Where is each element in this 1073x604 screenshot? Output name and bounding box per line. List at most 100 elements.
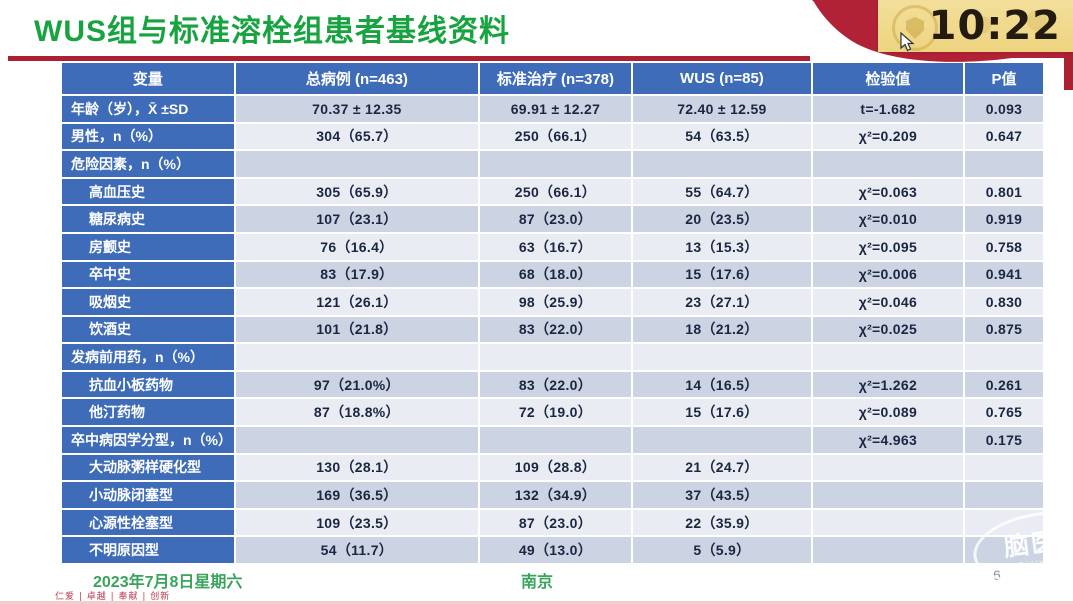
data-cell: [812, 509, 963, 536]
footer-motto: 仁爱 | 卓越 | 奉献 | 创新: [55, 592, 171, 602]
row-label-cell: 发病前用药，n（%）: [62, 344, 234, 370]
row-label-cell: 年龄（岁），X̄ ±SD: [62, 96, 234, 122]
table-row: 吸烟史 121（26.1） 98（25.9） 23（27.1） χ²=0.046 0.83…: [62, 289, 1043, 315]
table-row: 高血压史 305（65.9） 250（66.1） 55（64.7） χ²=0.063 0.…: [62, 178, 1043, 205]
data-cell: 87（23.0）: [479, 206, 632, 232]
data-cell: χ²=1.262: [812, 371, 963, 398]
data-cell: 169（36.5）: [235, 482, 478, 508]
data-cell: 76（16.4）: [235, 233, 478, 260]
data-cell: t=-1.682: [812, 96, 963, 122]
row-label-cell: 吸烟史: [62, 289, 234, 315]
data-cell: 5（5.9）: [633, 537, 811, 563]
data-cell: [479, 344, 632, 370]
data-cell: 87（18.8%）: [235, 399, 478, 426]
data-cell: 72.40 ± 12.59: [633, 96, 811, 122]
clock-overlay: 10:22: [878, 0, 1073, 52]
gold-seal-watermark: [947, 2, 1067, 48]
data-cell: 109（28.8）: [479, 454, 632, 481]
table-row: 小动脉闭塞型 169（36.5） 132（34.9） 37（43.5）: [62, 482, 1043, 508]
data-cell: 15（17.6）: [633, 261, 811, 288]
footer-location: 南京: [521, 574, 554, 591]
data-cell: 132（34.9）: [479, 482, 632, 508]
data-cell: 97（21.0%）: [235, 371, 478, 398]
data-cell: 0.093: [964, 96, 1043, 122]
table-row: 危险因素，n（%）: [62, 151, 1043, 177]
row-label-cell: 饮酒史: [62, 316, 234, 343]
shield-icon: [892, 5, 938, 51]
data-cell: 121（26.1）: [235, 289, 478, 315]
data-cell: 68（18.0）: [479, 261, 632, 288]
data-cell: [964, 151, 1043, 177]
clock-time: 10:22: [928, 3, 1061, 49]
page-number: 6: [993, 567, 1001, 583]
row-label-cell: 危险因素，n（%）: [62, 151, 234, 177]
data-cell: 54（11.7）: [235, 537, 478, 563]
row-label-cell: 小动脉闭塞型: [62, 482, 234, 508]
table-header-cell: P值: [964, 63, 1043, 94]
data-cell: 0.919: [964, 206, 1043, 232]
data-cell: [812, 454, 963, 481]
data-cell: 0.875: [964, 316, 1043, 343]
table-row: 抗血小板药物 97（21.0%） 83（22.0） 14（16.5） χ²=1.262 0…: [62, 371, 1043, 398]
row-label-cell: 卒中病因学分型，n（%）: [62, 427, 234, 453]
data-cell: 0.941: [964, 261, 1043, 288]
data-cell: 15（17.6）: [633, 399, 811, 426]
data-cell: 0.758: [964, 233, 1043, 260]
baseline-table: 变量 总病例 (n=463) 标准治疗 (n=378) WUS (n=85) 检验值 P值…: [62, 63, 1043, 563]
row-label-cell: 房颤史: [62, 233, 234, 260]
table-row: 大动脉粥样硬化型 130（28.1） 109（28.8） 21（24.7）: [62, 454, 1043, 481]
data-cell: 101（21.8）: [235, 316, 478, 343]
bottom-edge-line: [0, 601, 1073, 604]
table-row: 男性，n（%） 304（65.7） 250（66.1） 54（63.5） χ²=0.20…: [62, 123, 1043, 150]
row-label-cell: 高血压史: [62, 178, 234, 205]
data-cell: 305（65.9）: [235, 178, 478, 205]
data-cell: 250（66.1）: [479, 123, 632, 150]
table-row: 发病前用药，n（%）: [62, 344, 1043, 370]
row-label-cell: 心源性栓塞型: [62, 509, 234, 536]
data-cell: [235, 344, 478, 370]
table-row: 卒中史 83（17.9） 68（18.0） 15（17.6） χ²=0.006 0.941: [62, 261, 1043, 288]
data-cell: χ²=0.089: [812, 399, 963, 426]
table-row: 心源性栓塞型 109（23.5） 87（23.0） 22（35.9）: [62, 509, 1043, 536]
data-cell: χ²=4.963: [812, 427, 963, 453]
data-cell: 21（24.7）: [633, 454, 811, 481]
data-cell: [633, 427, 811, 453]
data-cell: [235, 427, 478, 453]
data-cell: χ²=0.046: [812, 289, 963, 315]
data-cell: χ²=0.095: [812, 233, 963, 260]
data-cell: 107（23.1）: [235, 206, 478, 232]
data-cell: 49（13.0）: [479, 537, 632, 563]
data-cell: 13（15.3）: [633, 233, 811, 260]
data-cell: χ²=0.006: [812, 261, 963, 288]
data-cell: 130（28.1）: [235, 454, 478, 481]
table-row: 卒中病因学分型，n（%） χ²=4.963 0.175: [62, 427, 1043, 453]
table-row: 饮酒史 101（21.8） 83（22.0） 18（21.2） χ²=0.025 0.87…: [62, 316, 1043, 343]
footer-date: 2023年7月8日星期六: [93, 574, 243, 591]
data-cell: 83（17.9）: [235, 261, 478, 288]
row-label-cell: 他汀药物: [62, 399, 234, 426]
data-cell: 0.765: [964, 399, 1043, 426]
data-cell: 23（27.1）: [633, 289, 811, 315]
data-cell: 109（23.5）: [235, 509, 478, 536]
data-cell: 83（22.0）: [479, 371, 632, 398]
data-cell: [964, 454, 1043, 481]
table-header-cell: 检验值: [812, 63, 963, 94]
data-cell: χ²=0.209: [812, 123, 963, 150]
table-header-row: 变量 总病例 (n=463) 标准治疗 (n=378) WUS (n=85) 检验值 P值: [62, 63, 1043, 94]
data-cell: 0.801: [964, 178, 1043, 205]
data-cell: [235, 151, 478, 177]
data-cell: 37（43.5）: [633, 482, 811, 508]
row-label-cell: 抗血小板药物: [62, 371, 234, 398]
title-underline: [8, 56, 810, 61]
data-cell: [812, 151, 963, 177]
table-header-cell: 总病例 (n=463): [235, 63, 478, 94]
data-cell: 20（23.5）: [633, 206, 811, 232]
data-cell: 70.37 ± 12.35: [235, 96, 478, 122]
table-header-cell: 标准治疗 (n=378): [479, 63, 632, 94]
data-cell: [479, 427, 632, 453]
data-cell: χ²=0.063: [812, 178, 963, 205]
data-cell: [633, 151, 811, 177]
table-row: 他汀药物 87（18.8%） 72（19.0） 15（17.6） χ²=0.089 0.7…: [62, 399, 1043, 426]
row-label-cell: 糖尿病史: [62, 206, 234, 232]
data-cell: 0.830: [964, 289, 1043, 315]
